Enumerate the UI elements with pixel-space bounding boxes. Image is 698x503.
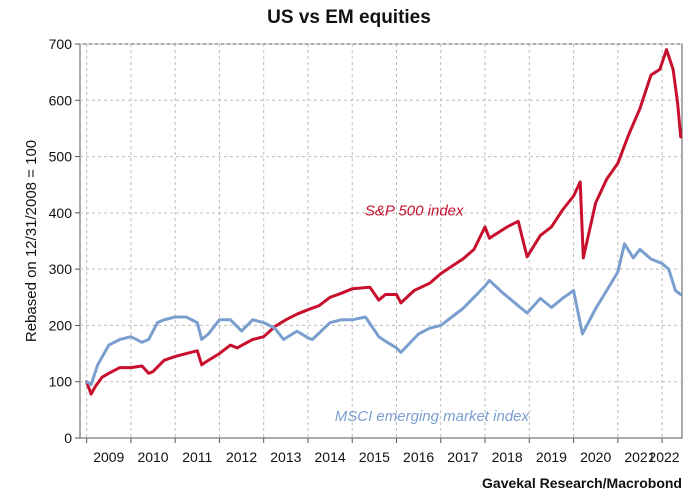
y-tick-label: 400 <box>49 205 73 221</box>
annotation-msci-em: MSCI emerging market index <box>335 408 530 425</box>
x-tick-label: 2019 <box>536 449 567 465</box>
x-tick-label: 2022 <box>648 449 679 465</box>
chart-title: US vs EM equities <box>267 7 431 28</box>
x-tick-label: 2020 <box>580 449 611 465</box>
plot-frame <box>79 43 683 439</box>
series-line-msci-em <box>85 242 683 386</box>
x-tick-label: 2016 <box>403 449 434 465</box>
x-tick-label: 2021 <box>624 449 655 465</box>
x-tick-label: 2015 <box>359 449 390 465</box>
x-tick-label: 2017 <box>447 449 478 465</box>
series-line-sp500 <box>85 48 683 396</box>
x-tick-label: 2012 <box>226 449 257 465</box>
y-tick-label: 200 <box>49 317 73 333</box>
x-tick-label: 2018 <box>492 449 523 465</box>
y-tick-label: 500 <box>49 149 73 165</box>
y-tick-label: 300 <box>49 261 73 277</box>
annotation-sp500: S&P 500 index <box>365 203 464 220</box>
y-axis-label: Rebased on 12/31/2008 = 100 <box>23 140 40 342</box>
x-tick-label: 2013 <box>270 449 301 465</box>
y-tick-label: 700 <box>49 36 73 52</box>
x-tick-label: 2009 <box>93 449 124 465</box>
chart-source: Gavekal Research/Macrobond <box>482 475 682 491</box>
x-tick-label: 2011 <box>182 449 212 465</box>
y-tick-label: 0 <box>64 430 72 446</box>
x-tick-label: 2014 <box>315 449 346 465</box>
x-tick-label: 2010 <box>137 449 168 465</box>
y-tick-label: 100 <box>49 374 73 390</box>
y-tick-label: 600 <box>49 92 73 108</box>
